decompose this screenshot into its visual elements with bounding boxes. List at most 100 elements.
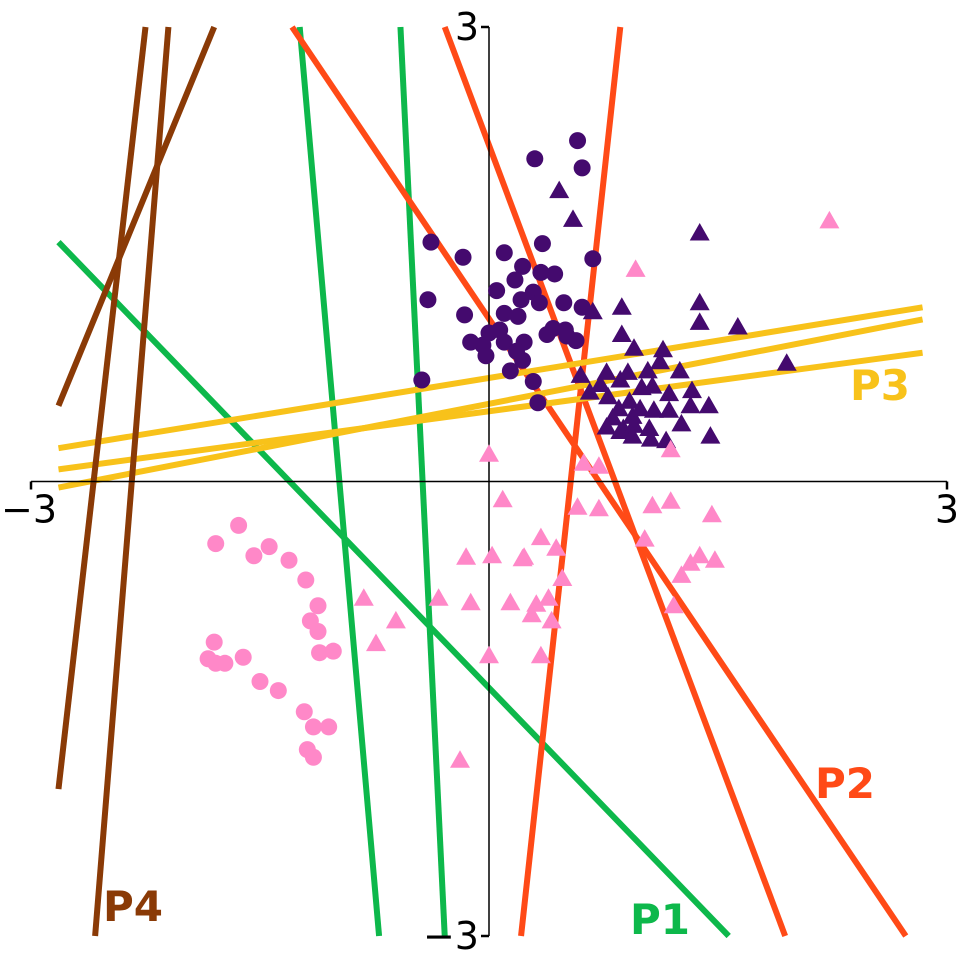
- data-point-triangle: [617, 362, 638, 380]
- x-tick-label: 3: [935, 488, 959, 532]
- point-layer: [199, 132, 840, 768]
- data-point-triangle: [689, 312, 710, 330]
- data-point-circle: [422, 233, 440, 251]
- data-point-triangle: [660, 439, 681, 458]
- data-point-triangle: [682, 380, 702, 399]
- data-point-triangle: [727, 317, 748, 335]
- line-label-p1: P1: [630, 895, 690, 944]
- data-point-triangle: [619, 391, 640, 409]
- data-point-triangle: [552, 568, 573, 586]
- data-point-circle: [573, 298, 591, 316]
- data-point-circle: [205, 633, 223, 651]
- data-point-circle: [297, 571, 315, 589]
- data-point-circle: [269, 682, 287, 700]
- data-point-triangle: [689, 223, 710, 241]
- data-point-triangle: [450, 750, 470, 768]
- data-point-triangle: [704, 550, 725, 568]
- data-point-triangle: [625, 259, 646, 277]
- data-point-circle: [488, 282, 506, 300]
- data-point-triangle: [541, 610, 562, 629]
- data-point-circle: [477, 347, 495, 365]
- data-point-triangle: [530, 527, 551, 546]
- data-point-circle: [304, 748, 322, 766]
- data-point-triangle: [573, 453, 594, 471]
- data-point-triangle: [653, 339, 673, 358]
- decision-line-p4: [55, 26, 149, 790]
- data-point-triangle: [643, 400, 664, 418]
- data-point-circle: [573, 159, 591, 177]
- data-point-triangle: [492, 489, 513, 508]
- data-point-triangle: [428, 588, 449, 606]
- decision-line-p1: [56, 240, 731, 939]
- data-point-triangle: [634, 529, 655, 547]
- data-point-circle: [584, 250, 602, 268]
- data-point-triangle: [639, 418, 660, 436]
- data-point-triangle: [630, 398, 651, 417]
- data-point-triangle: [680, 395, 701, 414]
- line-label-p2: P2: [815, 759, 875, 808]
- data-point-circle: [251, 672, 269, 690]
- data-point-triangle: [521, 604, 542, 623]
- data-point-triangle: [456, 547, 477, 565]
- data-point-circle: [234, 648, 252, 666]
- data-point-triangle: [385, 610, 406, 629]
- data-point-triangle: [500, 592, 521, 611]
- tick-labels: −3 3 3 −3: [1, 5, 959, 958]
- data-point-triangle: [570, 365, 591, 383]
- data-point-circle: [546, 265, 564, 283]
- data-point-triangle: [588, 498, 609, 517]
- decision-line-p3: [58, 349, 923, 473]
- data-point-triangle: [582, 301, 603, 320]
- data-point-triangle: [689, 545, 710, 564]
- data-point-circle: [260, 538, 278, 556]
- data-point-triangle: [650, 351, 670, 370]
- data-point-triangle: [637, 360, 658, 379]
- data-point-circle: [309, 622, 327, 640]
- data-point-circle: [524, 373, 542, 391]
- data-point-triangle: [611, 297, 632, 315]
- data-point-circle: [514, 351, 532, 369]
- data-point-triangle: [366, 633, 386, 652]
- data-point-circle: [530, 294, 548, 312]
- data-point-triangle: [819, 210, 840, 229]
- data-point-triangle: [669, 360, 690, 379]
- data-point-triangle: [546, 538, 567, 556]
- data-point-circle: [245, 547, 263, 565]
- data-point-triangle: [596, 417, 617, 435]
- data-point-circle: [495, 333, 513, 351]
- data-point-triangle: [663, 595, 684, 614]
- data-point-triangle: [701, 504, 722, 523]
- data-point-circle: [501, 362, 519, 380]
- data-point-triangle: [610, 421, 631, 439]
- data-point-triangle: [624, 338, 644, 356]
- data-point-circle: [495, 304, 513, 322]
- data-point-triangle: [567, 497, 588, 515]
- data-point-circle: [495, 244, 513, 262]
- data-point-circle: [230, 516, 248, 534]
- data-point-circle: [532, 263, 550, 281]
- data-point-triangle: [482, 545, 503, 564]
- data-point-circle: [533, 235, 551, 253]
- data-point-circle: [509, 307, 527, 325]
- data-point-triangle: [671, 413, 692, 432]
- line-label-p3: P3: [850, 361, 910, 410]
- data-point-triangle: [538, 588, 559, 606]
- data-point-triangle: [642, 376, 663, 394]
- data-point-circle: [506, 271, 524, 289]
- data-point-triangle: [596, 362, 617, 380]
- data-point-circle: [569, 132, 587, 150]
- decision-line-p3: [57, 304, 924, 452]
- data-point-triangle: [588, 456, 609, 474]
- data-point-triangle: [590, 374, 611, 392]
- data-point-triangle: [530, 645, 551, 664]
- data-point-circle: [324, 642, 342, 660]
- data-point-circle: [311, 644, 329, 662]
- data-point-triangle: [549, 180, 570, 199]
- data-point-triangle: [659, 383, 680, 402]
- data-point-circle: [304, 718, 322, 736]
- data-point-triangle: [563, 209, 583, 227]
- y-tick-label: 3: [455, 5, 479, 49]
- data-point-triangle: [624, 415, 644, 433]
- data-point-circle: [454, 248, 472, 266]
- data-point-circle: [567, 332, 585, 350]
